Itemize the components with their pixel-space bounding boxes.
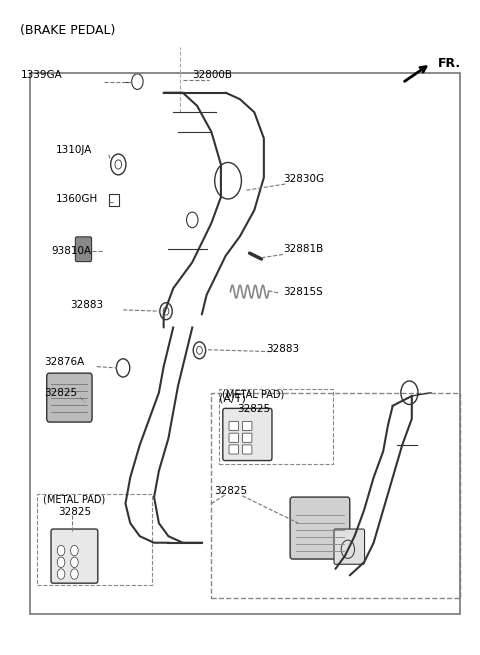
Circle shape bbox=[57, 546, 65, 556]
FancyBboxPatch shape bbox=[290, 497, 350, 559]
Text: 1310JA: 1310JA bbox=[56, 145, 93, 155]
Circle shape bbox=[71, 546, 78, 556]
Text: 32815S: 32815S bbox=[283, 287, 323, 297]
FancyBboxPatch shape bbox=[51, 529, 98, 583]
Text: 32883: 32883 bbox=[71, 300, 104, 310]
Circle shape bbox=[71, 557, 78, 567]
Text: (METAL PAD): (METAL PAD) bbox=[222, 389, 284, 400]
Text: 32825: 32825 bbox=[214, 486, 247, 496]
Text: 32830G: 32830G bbox=[283, 174, 324, 184]
Text: (A/T): (A/T) bbox=[218, 393, 245, 403]
FancyBboxPatch shape bbox=[47, 373, 92, 422]
Text: 32825: 32825 bbox=[237, 404, 270, 415]
FancyBboxPatch shape bbox=[242, 433, 252, 442]
FancyBboxPatch shape bbox=[229, 421, 239, 430]
Text: 32800B: 32800B bbox=[192, 70, 232, 81]
Text: FR.: FR. bbox=[438, 57, 461, 70]
FancyBboxPatch shape bbox=[242, 445, 252, 454]
Text: 32825: 32825 bbox=[58, 508, 91, 517]
Text: 1360GH: 1360GH bbox=[56, 194, 98, 204]
Text: 32881B: 32881B bbox=[283, 244, 323, 255]
FancyBboxPatch shape bbox=[334, 529, 364, 564]
Circle shape bbox=[71, 569, 78, 579]
FancyBboxPatch shape bbox=[229, 445, 239, 454]
FancyBboxPatch shape bbox=[242, 421, 252, 430]
Bar bbox=[109, 195, 119, 206]
Text: 32825: 32825 bbox=[44, 388, 77, 398]
FancyBboxPatch shape bbox=[223, 408, 272, 460]
Text: (METAL PAD): (METAL PAD) bbox=[43, 495, 106, 504]
Text: 1339GA: 1339GA bbox=[21, 70, 62, 81]
Circle shape bbox=[57, 569, 65, 579]
FancyBboxPatch shape bbox=[229, 433, 239, 442]
Text: 32883: 32883 bbox=[266, 345, 300, 354]
Text: 32876A: 32876A bbox=[44, 357, 84, 367]
Text: (BRAKE PEDAL): (BRAKE PEDAL) bbox=[21, 24, 116, 37]
Text: 93810A: 93810A bbox=[51, 246, 92, 257]
Circle shape bbox=[57, 557, 65, 567]
FancyBboxPatch shape bbox=[75, 237, 92, 261]
